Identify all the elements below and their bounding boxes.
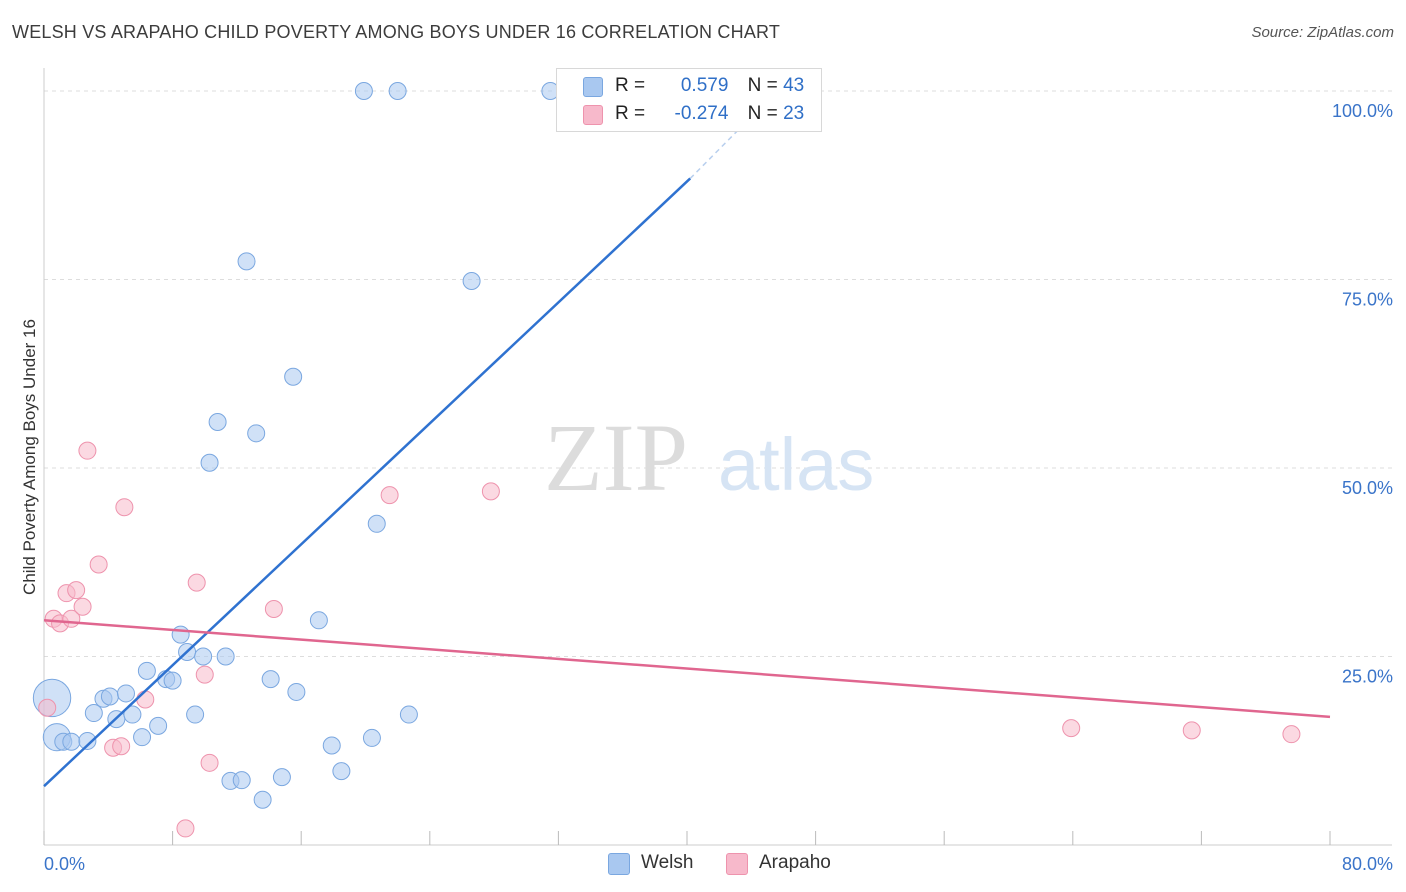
welsh-point [332, 762, 351, 781]
watermark: ZIP atlas [544, 404, 874, 511]
welsh-swatch [583, 77, 603, 97]
arapaho-point [78, 441, 97, 460]
welsh-n-label: N = [747, 75, 778, 96]
arapaho-n-label: N = [747, 103, 778, 124]
welsh-point [100, 687, 119, 706]
arapaho-n-value: 23 [783, 103, 805, 124]
welsh-point [253, 790, 272, 809]
welsh-point [237, 252, 256, 271]
grid-lines [44, 90, 1392, 657]
arapaho-point [380, 486, 399, 505]
welsh-point [232, 771, 251, 790]
welsh-point [194, 647, 213, 666]
arapaho-point [115, 498, 134, 517]
y-tick-label: 100.0% [1332, 101, 1393, 121]
arapaho-point [187, 573, 206, 592]
arapaho-trend-line [43, 619, 1331, 719]
source-label: Source: ZipAtlas.com [1251, 24, 1394, 41]
welsh-point [84, 704, 103, 723]
arapaho-point [195, 665, 214, 684]
arapaho-legend-swatch [726, 853, 748, 875]
welsh-point [287, 682, 306, 701]
x-tick-label-min: 0.0% [44, 854, 85, 874]
welsh-point [62, 732, 81, 751]
watermark-zip: ZIP [544, 404, 688, 511]
arapaho-point [176, 819, 195, 838]
welsh-point [78, 731, 97, 750]
welsh-point [399, 705, 418, 724]
arapaho-point [1182, 721, 1201, 740]
welsh-point [462, 272, 481, 291]
welsh-point [116, 684, 135, 703]
welsh-point [163, 671, 182, 690]
arapaho-point [1282, 725, 1301, 744]
arapaho-legend-label: Arapaho [759, 852, 831, 873]
arapaho-point [1062, 719, 1081, 738]
y-tick-label: 50.0% [1342, 478, 1393, 498]
arapaho-point [481, 482, 500, 501]
welsh-point [284, 367, 303, 386]
welsh-n-value: 43 [783, 75, 805, 96]
welsh-point [261, 670, 280, 689]
welsh-point [216, 647, 235, 666]
arapaho-r-label: R = [615, 103, 646, 124]
welsh-point [137, 661, 156, 680]
arapaho-point [112, 737, 131, 756]
welsh-trend-line [43, 177, 692, 788]
arapaho-point [67, 581, 86, 600]
correlation-legend: R = 0.579 N = 43 R = -0.274 N = 23 [556, 68, 822, 132]
welsh-point [200, 453, 219, 472]
welsh-point [208, 413, 227, 432]
welsh-point [388, 82, 407, 100]
y-axis-label: Child Poverty Among Boys Under 16 [20, 319, 39, 595]
welsh-trend-extension [689, 124, 744, 179]
welsh-point [367, 514, 386, 533]
welsh-r-value: 0.579 [680, 75, 729, 96]
welsh-point [133, 728, 152, 747]
arapaho-swatch [583, 105, 603, 125]
arapaho-point [73, 597, 92, 616]
arapaho-point [200, 753, 219, 772]
welsh-r-label: R = [615, 75, 646, 96]
y-tick-label: 25.0% [1342, 667, 1393, 687]
welsh-point [309, 611, 328, 630]
arapaho-point [89, 555, 108, 574]
y-tick-label: 75.0% [1342, 290, 1393, 310]
welsh-point [322, 736, 341, 755]
welsh-point [171, 625, 190, 644]
welsh-legend-label: Welsh [641, 852, 694, 873]
x-tick-label-max: 80.0% [1342, 854, 1393, 874]
arapaho-point [38, 698, 57, 717]
arapaho-r-value: -0.274 [674, 103, 729, 124]
arapaho-point [136, 690, 155, 709]
welsh-point [354, 82, 373, 100]
welsh-point [186, 705, 205, 724]
welsh-point [247, 424, 266, 443]
watermark-atlas: atlas [718, 423, 874, 506]
chart-title: WELSH VS ARAPAHO CHILD POVERTY AMONG BOY… [12, 22, 781, 42]
welsh-point [123, 705, 142, 724]
welsh-legend-swatch [608, 853, 630, 875]
welsh-point [149, 716, 168, 735]
welsh-point [272, 768, 291, 787]
welsh-point [362, 728, 381, 747]
arapaho-point [264, 599, 283, 618]
